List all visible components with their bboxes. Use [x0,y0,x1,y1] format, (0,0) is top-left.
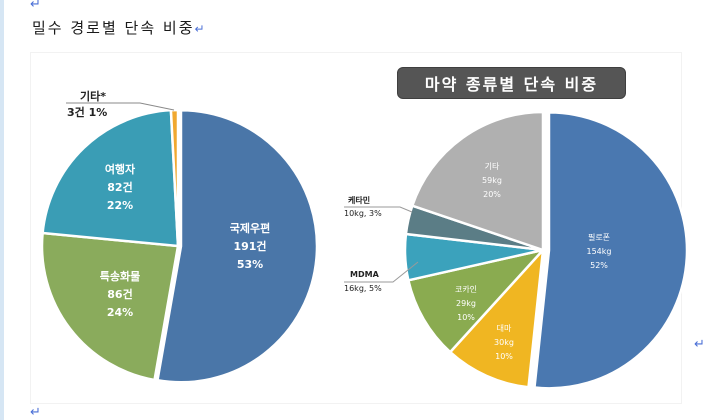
pie-slice [156,109,319,384]
label-traveler-pct: 22% [106,199,134,212]
pie-slice [533,111,689,390]
drug-chart-title: 마약 종류별 단속 비중 [397,67,626,99]
label-cannabis-pct: 10% [495,352,513,361]
label-other-drugs-amount: 59kg [482,176,502,185]
label-etc-value: 3건 1% [67,106,108,119]
label-cannabis-name: 대마 [496,324,512,333]
pie-slice [169,108,180,247]
section-heading-text: 밀수 경로별 단속 비중 [32,19,195,37]
label-meth-name: 필로폰 [587,233,611,242]
label-intl-mail-count: 191건 [233,240,267,253]
label-cocaine-name: 코카인 [454,285,478,294]
label-mdma-value: 16kg, 5% [344,284,382,293]
label-traveler: 여행자 82건 22% [85,161,155,215]
label-express-cargo-name: 특송화물 [99,270,141,283]
label-meth: 필로폰 154kg 52% [564,231,634,273]
leader-line-mdma [344,261,419,283]
label-intl-mail-pct: 53% [236,258,264,271]
label-other-drugs-name: 기타 [484,162,500,171]
label-cocaine-pct: 10% [457,313,475,322]
paragraph-mark-icon: ↵ [694,337,705,352]
label-traveler-name: 여행자 [104,163,136,176]
label-cocaine-amount: 29kg [456,299,476,308]
leader-line-ketamine [344,206,413,213]
label-express-cargo: 특송화물 86건 24% [82,268,158,322]
label-ketamine-name: 케타민 [348,196,371,205]
label-mdma-name: MDMA [350,270,379,279]
pie-slice [410,110,545,252]
label-express-cargo-pct: 24% [106,306,134,319]
label-cannabis-amount: 30kg [494,338,514,347]
pie-slice [40,231,180,382]
label-cannabis: 대마 30kg 10% [474,322,534,364]
label-meth-pct: 52% [590,261,608,270]
label-express-cargo-count: 86건 [107,288,133,301]
page-margin-strip [0,0,4,420]
pie-slice [41,108,180,248]
label-ketamine-value: 10kg, 3% [344,209,382,218]
label-intl-mail: 국제우편 191건 53% [210,220,290,274]
label-traveler-count: 82건 [107,181,133,194]
section-heading: 밀수 경로별 단속 비중↵ [32,17,205,38]
paragraph-mark-icon: ↵ [30,0,41,12]
label-etc-name: 기타* [80,90,106,103]
right-pie-slices [403,110,689,390]
label-other-drugs: 기타 59kg 20% [462,160,522,202]
paragraph-mark-icon: ↵ [194,22,205,36]
left-pie-slices [40,108,319,384]
paragraph-mark-icon: ↵ [30,405,41,420]
leader-line-etc [66,102,175,111]
label-intl-mail-name: 국제우편 [229,222,271,235]
pie-slice [448,246,545,389]
pie-slice [406,247,547,354]
label-cocaine: 코카인 29kg 10% [436,283,496,325]
label-meth-amount: 154kg [586,247,612,256]
label-other-drugs-pct: 20% [483,190,501,199]
